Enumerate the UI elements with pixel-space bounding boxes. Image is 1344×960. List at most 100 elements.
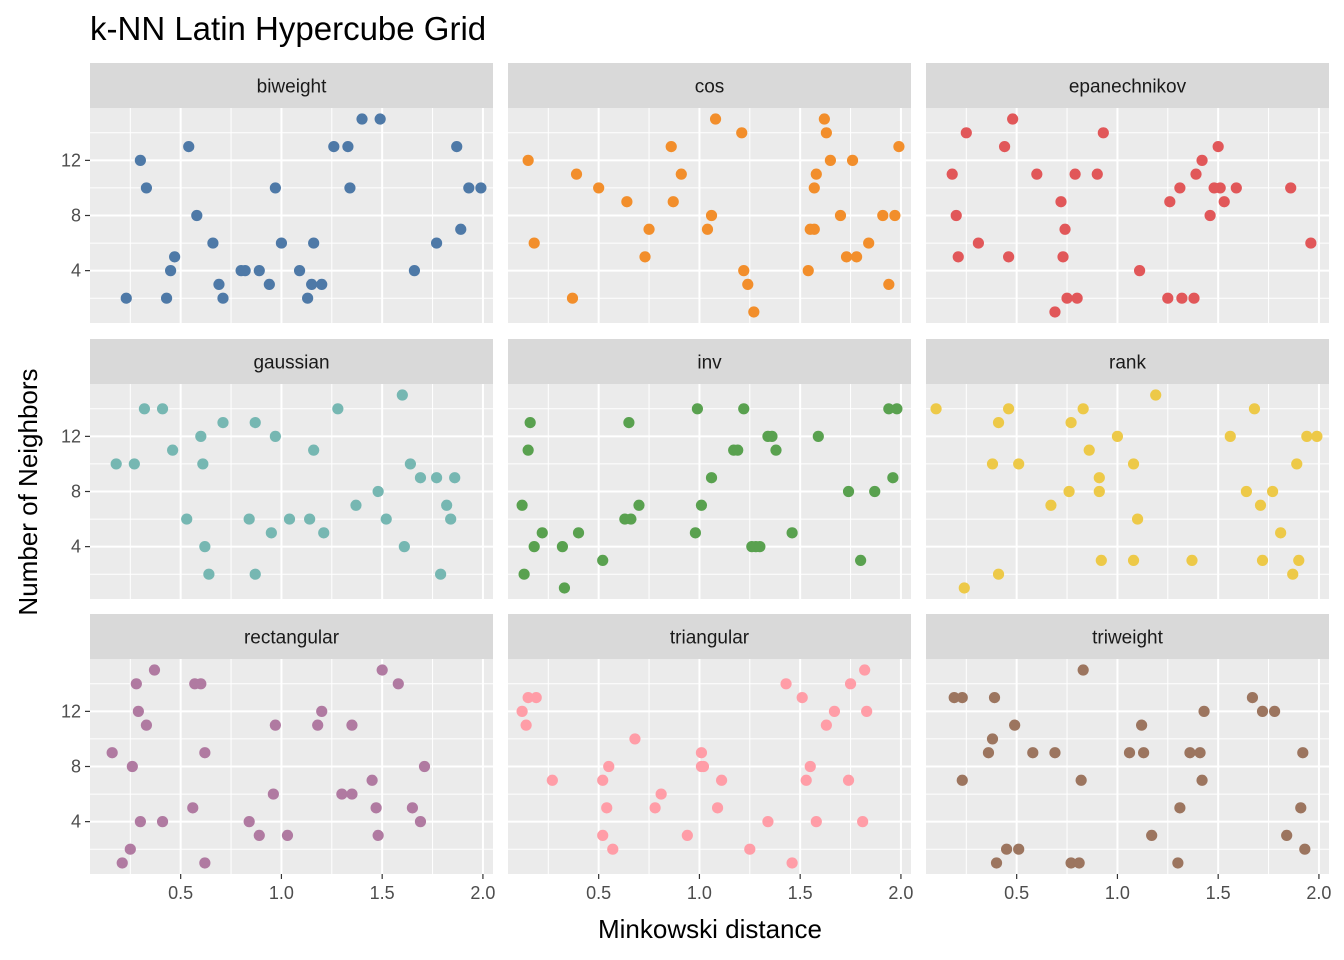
data-point	[138, 403, 151, 415]
data-point	[169, 251, 181, 263]
data-point	[804, 760, 816, 773]
data-point	[1164, 196, 1176, 208]
data-point	[649, 802, 661, 814]
data-point	[808, 223, 820, 235]
data-point	[1091, 168, 1103, 180]
y-tick-label: 4	[71, 812, 81, 832]
data-point	[1174, 802, 1186, 814]
data-point	[603, 760, 615, 773]
x-axis: 0.5 1.0 1.5 2.0 0.5 1.0 1.5 2.0 0.5 1.0 1.5 2.0	[168, 874, 1331, 903]
data-point	[267, 788, 279, 800]
data-point	[859, 664, 871, 676]
data-point	[705, 472, 718, 484]
data-point	[732, 444, 744, 456]
data-point	[1214, 182, 1226, 194]
data-point	[1061, 292, 1073, 304]
data-point	[217, 292, 229, 304]
data-point	[249, 416, 261, 429]
data-point	[536, 527, 548, 539]
facet-strip-label: inv	[697, 353, 722, 374]
data-point	[217, 416, 229, 429]
data-point	[639, 251, 651, 263]
data-point	[988, 691, 1001, 704]
data-point	[518, 568, 530, 580]
data-point	[332, 403, 344, 415]
data-point	[842, 485, 855, 498]
facet-panel-rank: rank	[926, 339, 1329, 599]
data-point	[689, 527, 701, 539]
data-point	[1198, 705, 1210, 717]
data-point	[451, 140, 463, 153]
data-point	[863, 237, 875, 249]
data-point	[463, 182, 475, 194]
facet-strip	[508, 339, 911, 384]
data-point	[558, 582, 571, 594]
data-point	[930, 403, 942, 415]
data-point	[992, 568, 1005, 580]
x-tick-label: 1.0	[1105, 883, 1130, 903]
data-point	[623, 416, 635, 429]
data-point	[998, 140, 1011, 153]
data-point	[372, 485, 384, 498]
data-point	[818, 113, 830, 125]
data-point	[243, 513, 255, 525]
y-tick-label: 12	[61, 701, 81, 721]
data-point	[766, 430, 778, 442]
data-point	[992, 416, 1005, 429]
data-point	[1075, 774, 1087, 786]
data-point	[167, 444, 179, 456]
facet-strip	[926, 339, 1329, 384]
data-point	[418, 760, 431, 773]
data-point	[883, 278, 895, 291]
data-point	[132, 705, 144, 717]
data-point	[195, 678, 207, 690]
data-point	[203, 568, 215, 580]
data-point	[711, 802, 724, 814]
data-point	[877, 209, 889, 222]
data-point	[1049, 747, 1061, 759]
data-point	[522, 444, 534, 456]
data-point	[293, 265, 306, 277]
facet-strip-label: triangular	[670, 628, 750, 649]
data-point	[1138, 747, 1150, 759]
data-point	[1127, 554, 1140, 567]
data-point	[197, 458, 209, 470]
data-point	[404, 458, 416, 470]
data-point	[1230, 182, 1242, 194]
data-point	[1162, 292, 1174, 304]
x-tick-label: 1.0	[687, 883, 712, 903]
data-point	[120, 292, 132, 304]
data-point	[1301, 430, 1313, 442]
data-point	[449, 472, 461, 484]
data-point	[762, 816, 774, 828]
data-point	[990, 857, 1003, 869]
data-point	[396, 389, 408, 401]
data-point	[1123, 747, 1136, 759]
data-point	[1065, 857, 1077, 869]
data-point	[530, 691, 542, 704]
data-point	[302, 292, 314, 304]
data-point	[1059, 223, 1071, 235]
data-point	[812, 430, 824, 442]
data-point	[1057, 251, 1069, 263]
data-point	[1003, 251, 1015, 263]
data-point	[275, 237, 288, 249]
data-point	[820, 127, 832, 139]
data-point	[887, 472, 899, 484]
data-point	[445, 513, 457, 525]
data-point	[370, 802, 382, 814]
data-point	[1254, 499, 1267, 511]
data-point	[1063, 485, 1075, 498]
facet-panels: biweight cos epanechnikov gaussian inv rank re…	[90, 63, 1329, 874]
data-point	[850, 251, 863, 263]
data-point	[283, 513, 296, 525]
data-point	[607, 843, 619, 855]
facet-panel-inv: inv	[508, 339, 911, 599]
data-point	[736, 127, 748, 139]
data-point	[570, 168, 583, 180]
data-point	[840, 251, 853, 263]
data-point	[986, 733, 999, 745]
data-point	[269, 719, 281, 731]
data-point	[1176, 292, 1188, 304]
data-point	[1295, 802, 1307, 814]
